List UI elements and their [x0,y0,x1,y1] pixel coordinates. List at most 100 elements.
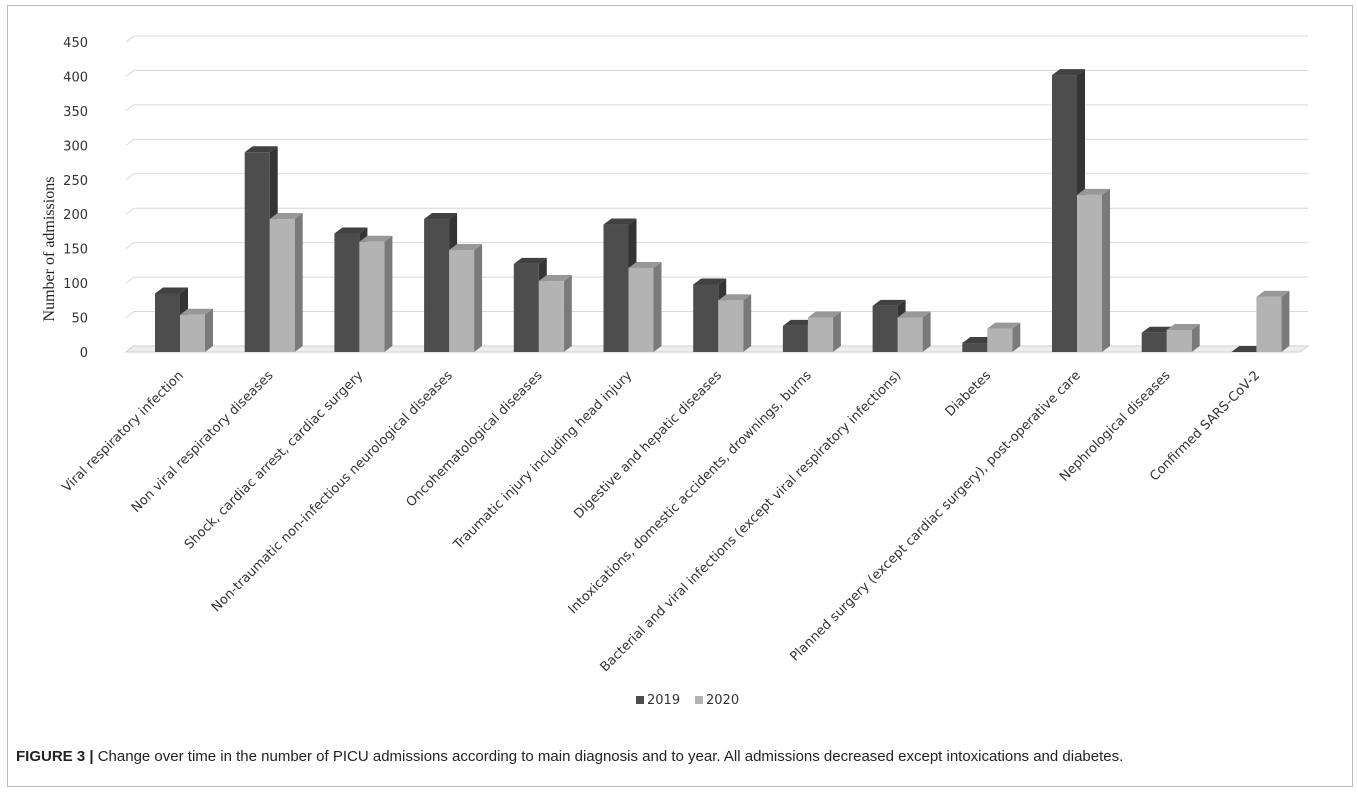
x-tick-label: Shock, cardiac arrest, cardiac surgery [182,368,367,553]
y-axis-label: Number of admissions [41,177,58,322]
gridline-edge [125,276,135,284]
bar-front [782,325,808,352]
bar-front [628,267,654,352]
y-tick-label: 350 [63,105,88,120]
bar-top [449,244,483,251]
legend: 2019 2020 [636,693,739,708]
y-tick-label: 200 [63,208,88,223]
bar-side [563,275,572,352]
bar-front [180,314,205,352]
bar-2019-10 [1052,69,1085,353]
bar-side [922,311,931,352]
bar-top [1141,326,1175,333]
gridline-edge [125,173,135,181]
bar-2020-7 [807,311,841,352]
bar-top [718,294,752,301]
bar-front [1141,332,1167,352]
bar-2020-1 [269,213,303,352]
legend-swatch [695,696,703,704]
bar-side [205,308,213,352]
bar-side [294,213,303,352]
bar-front [359,241,385,352]
bar-2020-3 [449,244,483,352]
bar-top [334,227,368,234]
bar-front [962,343,988,352]
bar-front [513,263,539,352]
figure-frame [7,5,1353,787]
bar-top [628,261,662,268]
bar-front [269,219,295,352]
legend-label: 2019 [647,693,680,708]
caption-label: FIGURE 3 | [16,748,94,765]
bar-front [334,233,360,352]
bar-top [180,308,213,315]
legend-swatch [636,696,644,704]
bar-front [424,219,450,352]
bar-side [653,261,662,352]
y-tick-label: 150 [63,243,88,258]
bar-top [244,146,278,153]
x-tick-label: Non viral respiratory diseases [129,368,277,516]
bar-2020-8 [897,311,931,352]
x-tick-label: Traumatic injury including head injury [450,368,635,553]
bar-side [1012,322,1021,352]
bar-2020-4 [538,275,572,352]
bar-top [155,287,188,294]
y-tick-label: 450 [63,36,88,51]
gridline-edge [125,311,135,318]
bar-front [1256,296,1282,352]
x-tick-label: Diabetes [943,368,995,420]
bar-side [474,244,483,352]
x-tick-label: Planned surgery (except cardiac surgery)… [787,368,1083,664]
gridline-edge [125,242,135,250]
bar-side [1191,323,1200,352]
x-tick-label: Digestive and hepatic diseases [571,368,725,522]
bar-top [513,257,547,264]
bar-side [832,311,841,352]
bars [155,69,1290,353]
bar-top [424,213,458,220]
bar-front [693,284,719,352]
bar-side [743,294,752,352]
gridline-edge [125,207,135,215]
bar-front [897,317,923,352]
y-tick-labels: 0 50 100 150 200 250 300 350 400 450 [63,36,88,361]
legend-label: 2020 [706,693,739,708]
bar-front [155,293,180,352]
bar-2020-5 [628,261,662,352]
bar-top [693,278,727,285]
bar-side [384,235,393,352]
y-tick-label: 300 [63,139,88,154]
legend-item-2019: 2019 [636,693,680,708]
gridline-edge [125,35,135,43]
gridline-edge [125,138,135,146]
bar-2020-0 [180,308,213,352]
bar-front [1166,329,1192,352]
bar-top [1052,69,1085,76]
bar-top [1231,346,1265,352]
bar-front [244,152,270,352]
y-tick-label: 0 [80,346,88,361]
y-tick-label: 400 [63,70,88,85]
bar-top [1256,290,1290,297]
caption-text: Change over time in the number of PICU a… [93,748,1124,765]
bar-front [449,250,475,352]
bar-top [987,322,1021,329]
bar-top [603,218,637,225]
bar-front [538,281,564,352]
y-tick-label: 100 [63,277,88,292]
bar-top [782,319,816,326]
bar-top [1166,323,1200,330]
bar-front [603,224,629,352]
bar-top [807,311,841,318]
figure-caption: FIGURE 3 | Change over time in the numbe… [16,747,1336,766]
gridline-edge [125,70,135,77]
x-tick-label: Bacterial and viral infections (except v… [598,368,905,675]
y-tick-label: 250 [63,174,88,189]
bar-side [1102,188,1110,352]
bar-front [987,328,1013,352]
bar-front [807,317,833,352]
bar-front [1052,75,1077,353]
bar-top [962,337,996,344]
